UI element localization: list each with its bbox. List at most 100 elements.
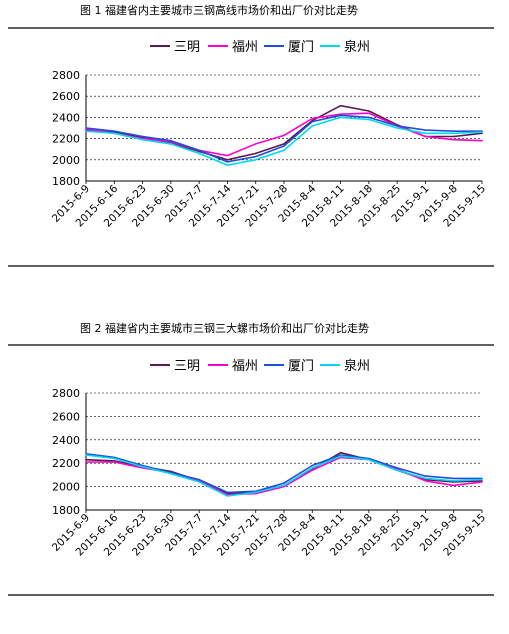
chart-title: 图 1 福建省内主要城市三钢高线市场价和出厂价对比走势: [80, 3, 358, 17]
series-line-4: [85, 116, 483, 166]
data-point: [198, 481, 200, 483]
data-point: [198, 478, 200, 481]
y-tick-label: 2200: [52, 133, 80, 146]
data-point: [368, 458, 370, 461]
series-line-2: [85, 112, 483, 157]
data-point: [311, 464, 314, 467]
data-point: [226, 495, 229, 497]
data-point: [481, 478, 483, 481]
data-point: [254, 143, 257, 145]
legend-label: 厦门: [288, 40, 314, 55]
data-point: [452, 477, 455, 480]
data-point: [424, 475, 427, 477]
data-point: [339, 454, 342, 456]
chart-1: 图 1 福建省内主要城市三钢高线市场价和出厂价对比走势 1800 2000 2200 2…: [8, 3, 494, 267]
data-point: [396, 469, 398, 472]
data-point: [198, 149, 200, 152]
data-point: [311, 467, 314, 469]
data-point: [254, 491, 257, 494]
data-point: [254, 159, 257, 161]
data-point: [226, 159, 229, 161]
data-point: [170, 143, 172, 145]
data-point: [283, 145, 285, 147]
data-point: [339, 451, 342, 454]
data-point: [424, 129, 427, 131]
data-point: [481, 481, 483, 483]
y-tick-label: 1800: [52, 175, 80, 188]
data-point: [424, 477, 427, 480]
data-point: [283, 134, 285, 137]
data-point: [311, 120, 314, 123]
data-point: [339, 116, 342, 119]
data-point: [113, 457, 116, 460]
data-point: [85, 454, 87, 456]
data-point: [85, 127, 87, 129]
data-point: [141, 138, 144, 141]
data-point: [283, 143, 285, 145]
y-tick-label: 2000: [52, 154, 80, 167]
data-point: [254, 152, 257, 155]
data-point: [226, 164, 229, 166]
data-point: [481, 139, 483, 142]
data-point: [226, 154, 229, 157]
data-point: [226, 491, 229, 494]
data-point: [254, 155, 257, 158]
data-point: [452, 484, 455, 487]
chart-2: 图 2 福建省内主要城市三钢三大螺市场价和出厂价对比走势 1800 2000 2200…: [8, 321, 494, 596]
data-point: [113, 130, 116, 132]
data-point: [283, 484, 285, 487]
data-point: [283, 482, 285, 484]
data-point: [85, 453, 87, 455]
y-tick-label: 2800: [52, 387, 80, 400]
y-tick-label: 2200: [52, 457, 80, 470]
data-point: [113, 132, 116, 135]
data-point: [452, 132, 455, 135]
data-point: [311, 125, 314, 127]
y-tick-label: 2000: [52, 481, 80, 494]
data-point: [141, 465, 144, 468]
y-tick-label: 2600: [52, 410, 80, 423]
y-tick-label: 2600: [52, 90, 80, 103]
legend-label: 三明: [174, 359, 200, 374]
data-point: [452, 479, 455, 482]
data-point: [85, 130, 87, 132]
data-point: [452, 138, 455, 141]
data-point: [170, 139, 172, 142]
legend-label: 泉州: [344, 39, 370, 55]
legend-label: 福州: [232, 40, 258, 55]
data-point: [396, 467, 398, 469]
data-point: [170, 472, 172, 475]
data-point: [481, 477, 483, 480]
data-point: [311, 117, 314, 120]
chart-title: 图 2 福建省内主要城市三钢三大螺市场价和出厂价对比走势: [80, 321, 369, 335]
data-point: [283, 149, 285, 152]
data-point: [424, 132, 427, 135]
y-tick-label: 2400: [52, 434, 80, 447]
legend-label: 厦门: [288, 359, 314, 374]
data-point: [452, 130, 455, 132]
data-point: [339, 104, 342, 107]
y-tick-label: 2400: [52, 111, 80, 124]
data-point: [368, 112, 370, 114]
data-point: [113, 461, 116, 463]
data-point: [368, 118, 370, 121]
data-point: [424, 479, 427, 482]
data-point: [226, 161, 229, 163]
data-point: [85, 458, 87, 461]
data-point: [481, 131, 483, 134]
data-point: [424, 135, 427, 138]
data-point: [141, 135, 144, 138]
data-point: [396, 125, 398, 127]
y-tick-label: 2800: [52, 69, 80, 82]
y-tick-label: 1800: [52, 504, 80, 517]
data-point: [311, 469, 314, 472]
series-line-1: [85, 451, 483, 495]
data-point: [198, 152, 200, 155]
data-point: [396, 127, 398, 129]
legend-label: 三明: [174, 40, 200, 55]
data-point: [452, 135, 455, 138]
legend-label: 泉州: [344, 358, 370, 374]
data-point: [339, 455, 342, 457]
